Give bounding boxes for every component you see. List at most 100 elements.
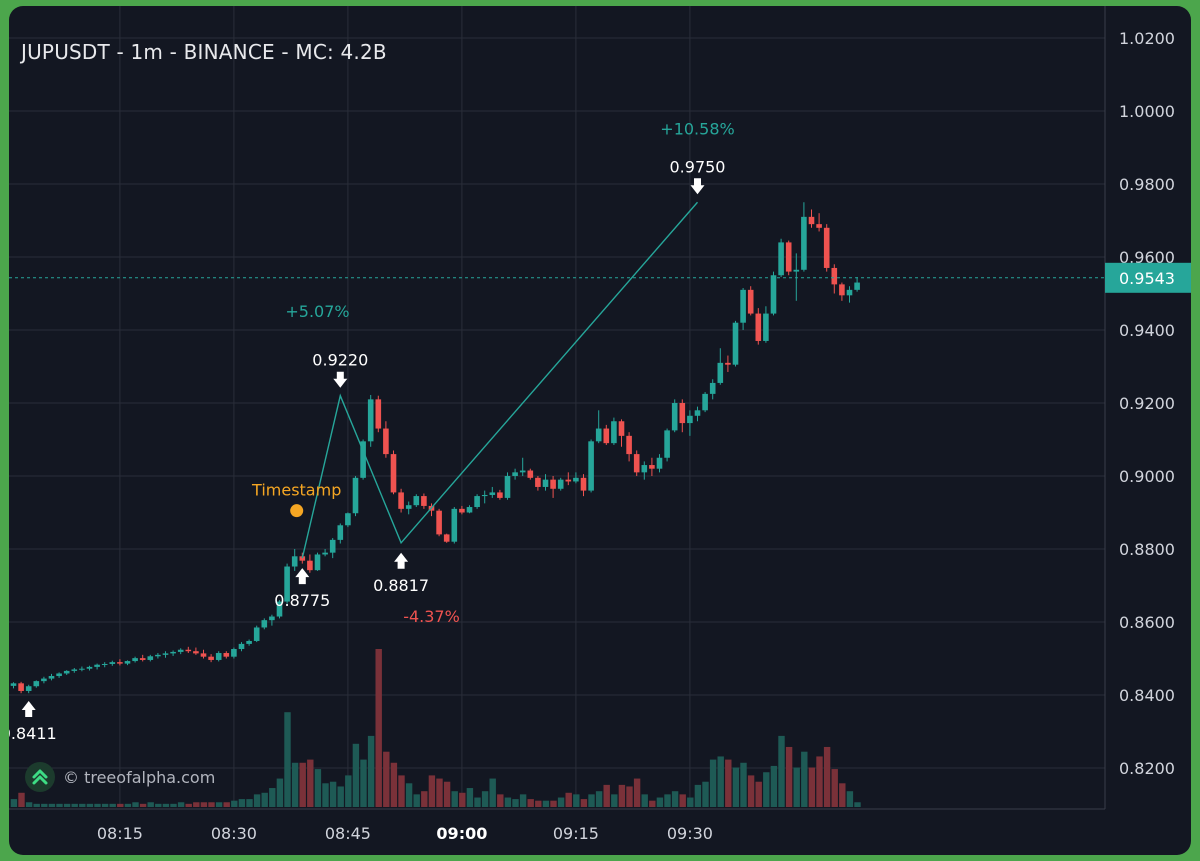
candle [200, 649, 207, 659]
time-tick-label: 09:30 [667, 824, 713, 843]
candle [846, 286, 853, 303]
candle [56, 672, 62, 678]
volume-bar [25, 802, 33, 807]
candle [215, 651, 222, 662]
candle [694, 406, 701, 422]
volume-bar [846, 791, 854, 807]
candle-body [656, 457, 663, 469]
candle [291, 549, 298, 571]
candle [557, 477, 564, 491]
candles [10, 202, 860, 694]
volume-bar [641, 794, 648, 807]
candle [588, 439, 594, 493]
candle [717, 348, 724, 385]
volume-bar [808, 767, 816, 807]
candle-body [177, 649, 184, 652]
candlestick-chart[interactable]: 0.8200 0.8400 0.8600 0.8800 0.9000 0.9200 0.94… [9, 6, 1191, 855]
swing-high-label: 0.9750 [670, 157, 726, 176]
candle-body [603, 428, 610, 444]
swing-zigzag-line [301, 201, 699, 559]
volume-bar [702, 781, 709, 807]
candle [679, 399, 686, 433]
candle-body [109, 662, 116, 664]
candle [649, 457, 655, 476]
candle-body [489, 492, 496, 495]
candle-body [649, 465, 655, 469]
candle-body [436, 510, 442, 535]
volume-bar [94, 803, 101, 807]
swing-low-label: 0.8817 [373, 576, 429, 595]
volume-bar [413, 794, 420, 807]
volume-bar [557, 797, 565, 807]
volume-bar [261, 792, 268, 807]
candle-body [375, 399, 382, 429]
candle [573, 472, 579, 484]
swing-point-marker: 0.9220 [312, 351, 368, 388]
volume-bar [48, 803, 56, 807]
volume-bar [101, 803, 109, 807]
candle [671, 399, 678, 433]
candle-body [854, 282, 860, 290]
candle-body [71, 669, 78, 671]
candle [580, 474, 587, 497]
candle-body [200, 653, 207, 657]
timestamp-dot [290, 504, 304, 518]
volume-bar [246, 799, 253, 807]
volume-bar [816, 756, 823, 807]
candle-body [451, 508, 458, 542]
candle-body [740, 289, 746, 323]
candle-body [170, 651, 176, 654]
candle [459, 505, 465, 515]
candle-body [193, 651, 199, 654]
timestamp-marker: Timestamp [251, 481, 341, 518]
candle-body [474, 496, 480, 508]
candle-body [550, 479, 556, 489]
candle-body [504, 476, 511, 498]
candle [18, 681, 24, 694]
candle-body [117, 662, 123, 664]
volume-bar [398, 775, 405, 807]
candle-body [162, 653, 169, 655]
arrow-down-icon [333, 371, 348, 388]
candle [139, 654, 146, 662]
volume-bar [352, 743, 360, 807]
candle [41, 676, 47, 684]
candle-body [801, 216, 807, 270]
volume-bar [284, 712, 291, 807]
candle [314, 552, 321, 571]
candle [641, 461, 648, 480]
volume-bar [839, 783, 846, 807]
candle-body [307, 560, 313, 571]
arrow-down-icon [690, 178, 705, 195]
candle-body [231, 649, 237, 657]
candle [626, 432, 632, 462]
candle-body [79, 668, 85, 670]
candle-body [519, 470, 526, 473]
volume-bar [550, 800, 557, 807]
price-tick-label: 0.9600 [1119, 248, 1175, 267]
candle-body [253, 627, 260, 641]
volume-bar [63, 803, 71, 807]
candle-body [215, 653, 222, 660]
volume-bar [139, 803, 147, 807]
candle [823, 224, 830, 272]
candle [611, 417, 617, 445]
candle [793, 253, 800, 301]
price-tick-label: 0.8600 [1119, 613, 1175, 632]
volume-bar [580, 799, 588, 807]
candle-body [535, 477, 541, 487]
volume-bar [519, 794, 527, 807]
volume-bar [86, 803, 94, 807]
volume-bar [367, 735, 375, 807]
volume-bar [603, 784, 610, 807]
time-tick-label: 08:30 [211, 824, 257, 843]
candle [109, 660, 116, 666]
volume-bar [276, 778, 284, 807]
candle-body [588, 441, 594, 491]
volume-bar [626, 786, 633, 807]
candle-body [512, 472, 518, 476]
candle-body [747, 289, 754, 314]
volume-bar [383, 751, 390, 807]
volume-bar [329, 781, 337, 807]
candle [740, 288, 746, 330]
